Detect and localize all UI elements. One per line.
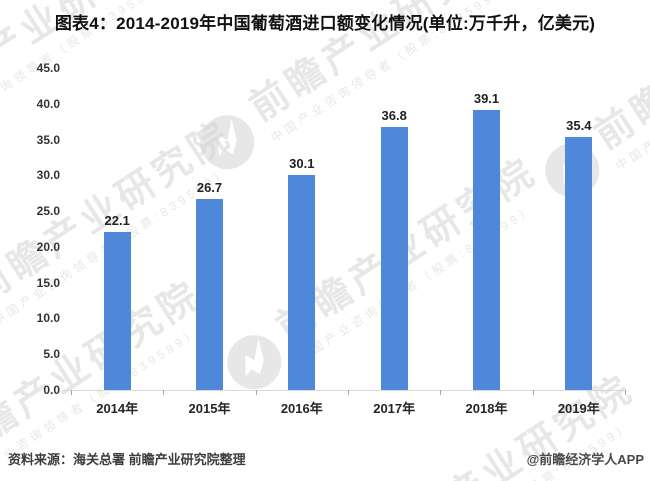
bar-value-label: 35.4 [566, 117, 592, 133]
x-axis-category-label: 2018年 [465, 401, 508, 416]
y-axis-tick-label: 45.0 [36, 61, 60, 75]
source-note: 资料来源：海关总署 前瞻产业研究院整理 [8, 452, 246, 467]
bar-2016年 [288, 174, 316, 390]
y-axis-tick-label: 40.0 [36, 96, 60, 111]
x-axis-tick [532, 390, 534, 395]
bar-2015年 [196, 198, 223, 390]
x-axis-category-label: 2017年 [373, 401, 416, 416]
bar-value-label: 39.1 [473, 91, 500, 107]
bar-2017年 [380, 126, 408, 390]
bar-2018年 [473, 110, 500, 390]
bar-2014年 [103, 231, 131, 390]
y-axis-tick-label: 35.0 [36, 132, 60, 147]
credit-note: @前瞻经济学人APP [526, 452, 644, 467]
y-axis-tick-label: 5.0 [43, 347, 60, 362]
bar-2019年 [565, 136, 593, 390]
x-axis-tick [71, 390, 72, 395]
y-axis-tick-label: 10.0 [36, 311, 60, 326]
x-axis-tick [440, 390, 442, 395]
x-axis-tick [625, 390, 626, 395]
bar-value-label: 30.1 [289, 155, 315, 171]
x-axis-category-label: 2014年 [96, 401, 139, 416]
chart-title: 图表4：2014-2019年中国葡萄酒进口额变化情况(单位:万千升，亿美元) [54, 14, 596, 33]
x-axis-category-label: 2015年 [188, 401, 231, 416]
x-axis-tick [348, 390, 349, 395]
x-axis-category-label: 2019年 [557, 401, 600, 416]
x-axis-tick [255, 390, 257, 395]
bar-value-label: 26.7 [196, 179, 223, 195]
y-axis-tick-label: 20.0 [36, 239, 60, 254]
y-axis-tick-label: 30.0 [36, 168, 60, 183]
x-axis-line [62, 390, 626, 391]
y-axis-tick-label: 15.0 [36, 275, 60, 290]
y-axis-tick-label: 0.0 [43, 383, 60, 397]
x-axis-tick [163, 390, 165, 395]
bar-value-label: 36.8 [381, 107, 407, 123]
bar-value-label: 22.1 [104, 212, 130, 228]
x-axis-category-label: 2016年 [280, 401, 323, 416]
y-axis-tick-label: 25.0 [36, 204, 60, 219]
